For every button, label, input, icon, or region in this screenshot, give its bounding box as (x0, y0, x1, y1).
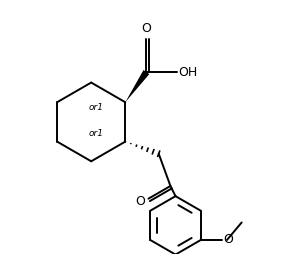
Text: or1: or1 (89, 103, 104, 113)
Text: O: O (223, 233, 233, 246)
Text: O: O (141, 22, 151, 35)
Text: or1: or1 (89, 129, 104, 138)
Text: OH: OH (178, 66, 197, 78)
Text: O: O (135, 195, 145, 208)
Polygon shape (125, 70, 149, 102)
